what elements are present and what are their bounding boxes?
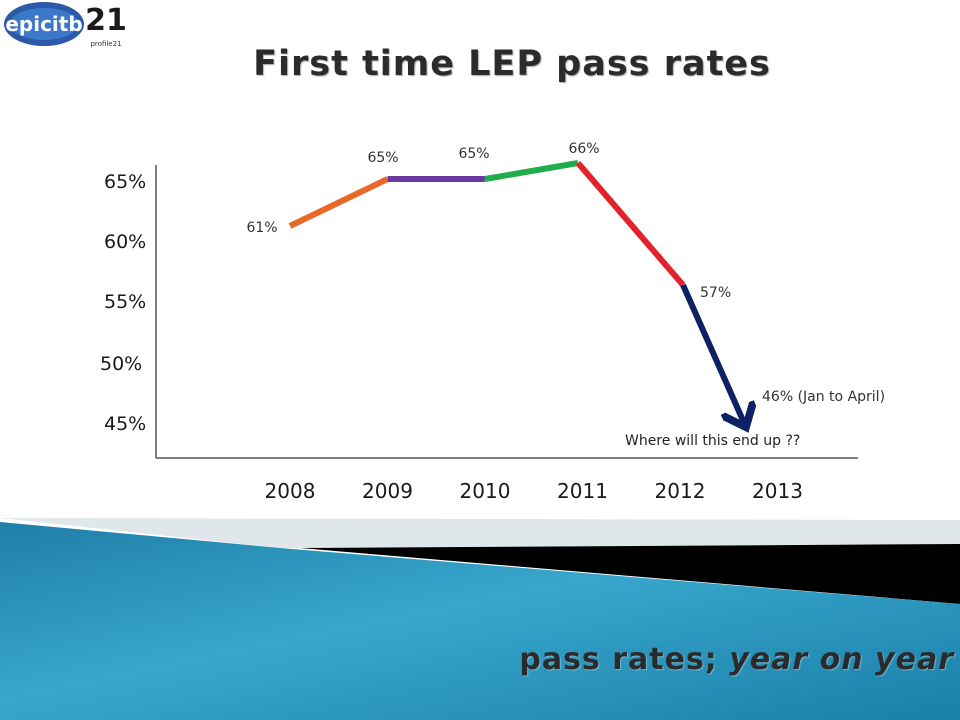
epicitb-wordmark: epicitb — [5, 12, 82, 36]
profile21-logo: 21 profile21 — [85, 3, 127, 48]
banner-black-wedge — [300, 544, 960, 604]
data-labels: 61% 65% 65% 66% 57% 46% (Jan to April) — [246, 141, 885, 405]
data-label-2013: 46% (Jan to April) — [762, 389, 885, 405]
line-segment-2012-2013 — [680, 283, 745, 425]
page-title: First time LEP pass rates — [253, 44, 771, 84]
chart-annotation: Where will this end up ?? — [625, 433, 800, 449]
y-tick-label: 50% — [100, 353, 142, 375]
bottom-banner — [0, 518, 960, 720]
subtitle-part2: year on year — [729, 642, 954, 677]
line-segment-2010-2011 — [484, 160, 579, 182]
profile21-wordmark: profile21 — [90, 40, 121, 48]
x-tick-labels: 2008 2009 2010 2011 2012 2013 — [265, 479, 803, 503]
banner-blue-swoosh — [0, 522, 960, 720]
x-tick-label: 2012 — [655, 479, 706, 503]
subtitle-part1: pass rates; — [519, 642, 730, 677]
data-label-2011: 66% — [568, 141, 599, 157]
logo: epicitb 21 profile21 — [4, 2, 127, 48]
x-tick-label: 2009 — [362, 479, 413, 503]
y-tick-labels: 45% 50% 55% 60% 65% — [100, 171, 146, 435]
profile21-mark: 21 — [85, 3, 127, 38]
y-tick-label: 65% — [104, 171, 146, 193]
line-segment-2011-2012 — [575, 161, 686, 287]
data-label-2012: 57% — [700, 285, 731, 301]
x-tick-label: 2011 — [557, 479, 608, 503]
x-tick-label: 2008 — [265, 479, 316, 503]
x-tick-label: 2010 — [460, 479, 511, 503]
line-chart: 45% 50% 55% 60% 65% 2008 2009 2010 2011 2012 2013… — [100, 141, 885, 503]
x-tick-label: 2013 — [752, 479, 803, 503]
y-tick-label: 45% — [104, 413, 146, 435]
line-segment-2008-2009 — [288, 176, 389, 229]
slide-subtitle: pass rates; year on year — [519, 642, 954, 677]
y-tick-label: 60% — [104, 231, 146, 253]
banner-light-strip — [0, 518, 960, 548]
y-tick-label: 55% — [104, 291, 146, 313]
data-label-2008: 61% — [246, 220, 277, 236]
line-series — [288, 160, 745, 425]
data-label-2009: 65% — [367, 150, 398, 166]
epicitb-logo: epicitb — [4, 2, 84, 46]
data-label-2010: 65% — [458, 146, 489, 162]
